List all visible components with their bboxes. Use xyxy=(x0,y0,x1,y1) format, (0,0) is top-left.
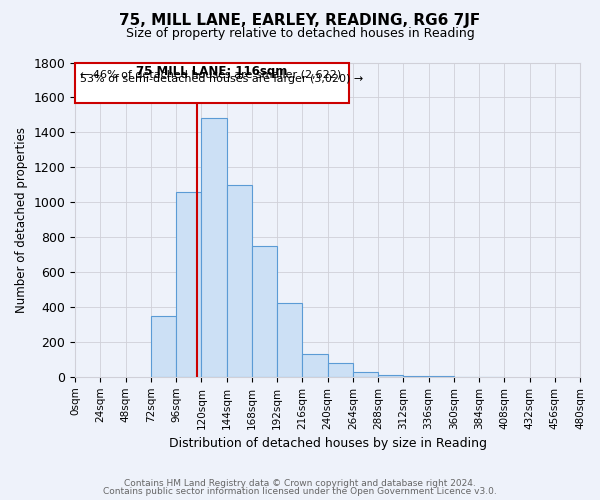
Text: 53% of semi-detached houses are larger (3,020) →: 53% of semi-detached houses are larger (… xyxy=(80,74,364,85)
X-axis label: Distribution of detached houses by size in Reading: Distribution of detached houses by size … xyxy=(169,437,487,450)
Bar xyxy=(403,376,428,377)
Text: 75 MILL LANE: 116sqm: 75 MILL LANE: 116sqm xyxy=(136,64,287,78)
Bar xyxy=(202,118,227,377)
Text: 75, MILL LANE, EARLEY, READING, RG6 7JF: 75, MILL LANE, EARLEY, READING, RG6 7JF xyxy=(119,12,481,28)
Text: Contains HM Land Registry data © Crown copyright and database right 2024.: Contains HM Land Registry data © Crown c… xyxy=(124,478,476,488)
Y-axis label: Number of detached properties: Number of detached properties xyxy=(15,126,28,312)
Bar xyxy=(328,363,353,377)
Bar xyxy=(227,184,252,377)
Bar xyxy=(252,246,277,377)
Text: Contains public sector information licensed under the Open Government Licence v3: Contains public sector information licen… xyxy=(103,487,497,496)
Bar xyxy=(378,375,403,377)
FancyBboxPatch shape xyxy=(75,62,349,102)
Text: ← 46% of detached houses are smaller (2,622): ← 46% of detached houses are smaller (2,… xyxy=(80,70,341,80)
Bar xyxy=(277,304,302,377)
Text: Size of property relative to detached houses in Reading: Size of property relative to detached ho… xyxy=(125,28,475,40)
Bar xyxy=(151,316,176,377)
Bar xyxy=(353,372,378,377)
Bar xyxy=(176,192,202,377)
Bar xyxy=(302,354,328,377)
